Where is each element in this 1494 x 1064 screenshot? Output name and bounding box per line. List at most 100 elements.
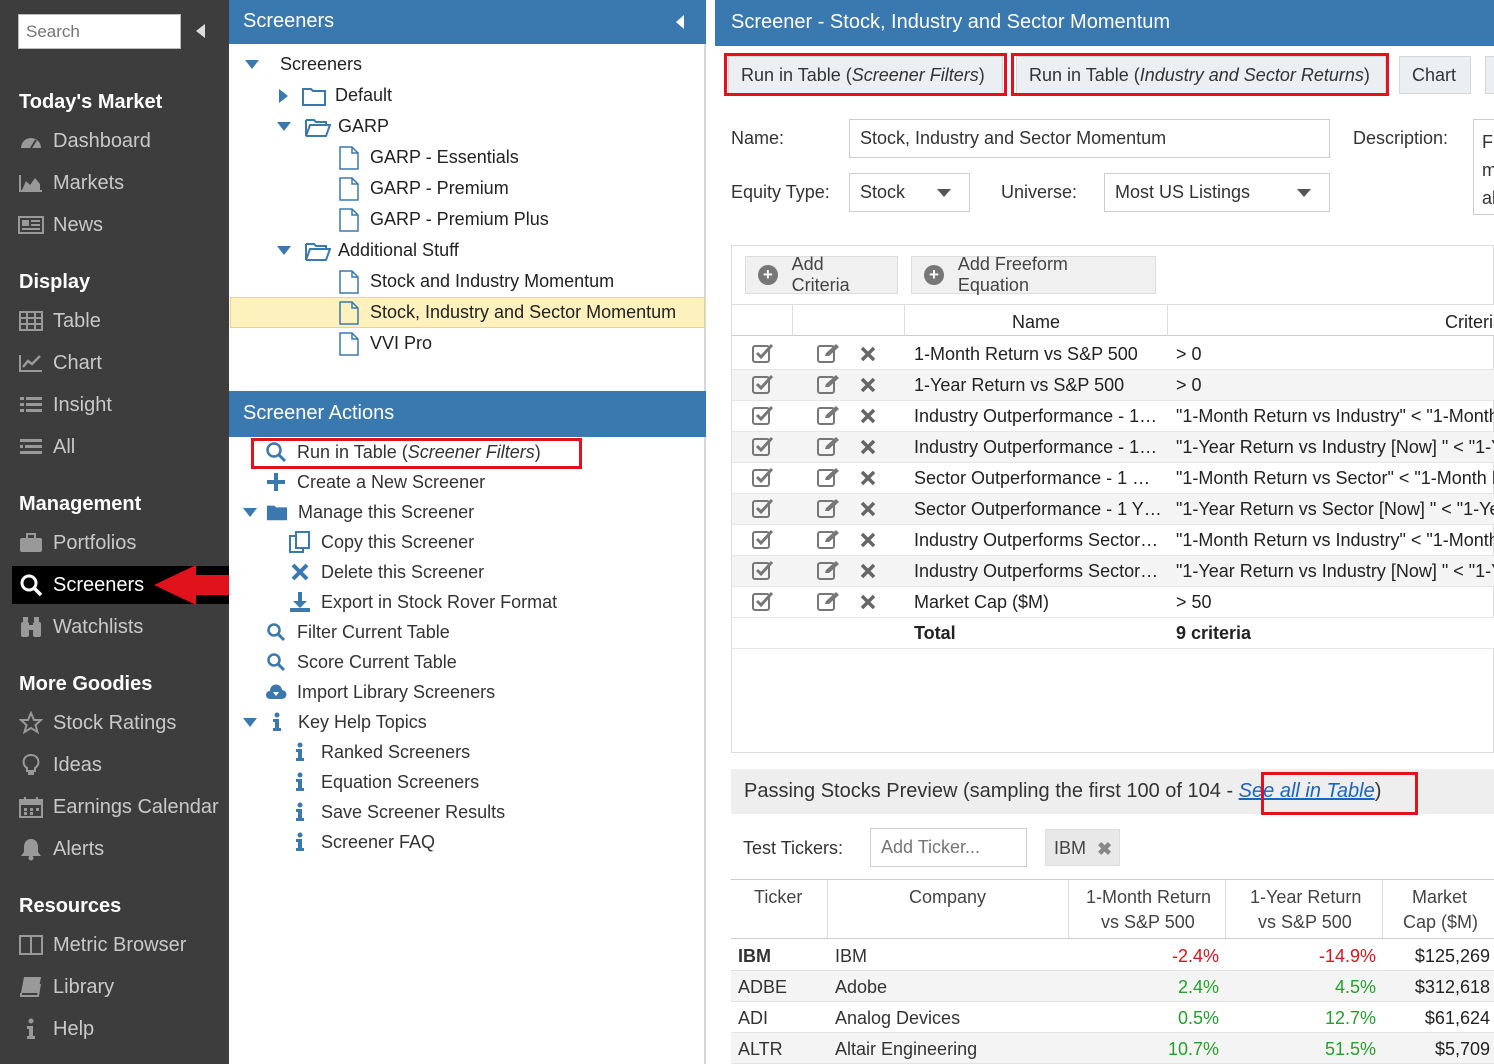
- col-header-1m-return[interactable]: 1-Month Return: [1086, 887, 1212, 907]
- nav-chart[interactable]: Chart: [0, 344, 229, 382]
- help-equation-screeners[interactable]: Equation Screeners: [289, 767, 479, 797]
- action-run-in-table[interactable]: Run in Table (Screener Filters): [265, 437, 541, 467]
- nav-help[interactable]: Help: [0, 1010, 229, 1048]
- action-import-library[interactable]: Import Library Screeners: [265, 677, 495, 707]
- tree-node-garp-premium[interactable]: GARP - Premium: [339, 173, 509, 204]
- nav-metric-browser[interactable]: Metric Browser: [0, 926, 229, 964]
- edit-icon[interactable]: [817, 560, 841, 585]
- tree-node-stock-industry-sector-momentum[interactable]: Stock, Industry and Sector Momentum: [339, 297, 676, 328]
- delete-x-icon[interactable]: [860, 501, 876, 522]
- tree-node-screeners-root[interactable]: Screeners: [245, 49, 362, 80]
- collapsed-caret-icon[interactable]: [279, 88, 288, 103]
- nav-stock-ratings[interactable]: Stock Ratings: [0, 704, 229, 742]
- action-copy-screener[interactable]: Copy this Screener: [289, 527, 474, 557]
- description-field[interactable]: F m al: [1473, 119, 1494, 215]
- nav-earnings-calendar[interactable]: Earnings Calendar: [0, 788, 229, 826]
- col-header-ticker[interactable]: Ticker: [754, 887, 803, 907]
- checkbox-checked-icon[interactable]: [752, 591, 774, 616]
- tree-node-garp[interactable]: GARP: [277, 111, 389, 142]
- see-all-in-table-link[interactable]: See all in Table: [1238, 780, 1375, 802]
- edit-icon[interactable]: [817, 405, 841, 430]
- nav-alerts[interactable]: Alerts: [0, 830, 229, 868]
- stock-row[interactable]: ADBE Adobe 2.4% 4.5% $312,618: [731, 971, 1494, 1002]
- add-ticker-input[interactable]: [870, 828, 1027, 867]
- ticker-cell[interactable]: IBM: [738, 946, 771, 966]
- nav-dashboard[interactable]: Dashboard: [0, 122, 229, 160]
- add-criteria-button[interactable]: + Add Criteria: [745, 254, 898, 295]
- tree-node-default[interactable]: Default: [279, 80, 392, 111]
- tree-node-additional-stuff[interactable]: Additional Stuff: [277, 235, 459, 266]
- edit-icon[interactable]: [817, 529, 841, 554]
- column-header-name[interactable]: Name: [1012, 312, 1061, 332]
- collapse-sidebar-icon[interactable]: [196, 24, 205, 38]
- checkbox-checked-icon[interactable]: [752, 529, 774, 554]
- ticker-cell[interactable]: ADI: [738, 1008, 769, 1028]
- action-manage-screener[interactable]: Manage this Screener: [243, 497, 474, 527]
- column-header-criteria[interactable]: Criteria: [1445, 312, 1494, 332]
- stock-row[interactable]: IBM IBM -2.4% -14.9% $125,269: [731, 940, 1494, 971]
- delete-x-icon[interactable]: [860, 346, 876, 367]
- tree-node-stock-industry-momentum[interactable]: Stock and Industry Momentum: [339, 266, 614, 297]
- help-ranked-screeners[interactable]: Ranked Screeners: [289, 737, 470, 767]
- tree-node-garp-essentials[interactable]: GARP - Essentials: [339, 142, 519, 173]
- col-header-market-cap[interactable]: Market: [1412, 887, 1468, 907]
- checkbox-checked-icon[interactable]: [752, 343, 774, 368]
- nav-news[interactable]: News: [0, 206, 229, 244]
- delete-x-icon[interactable]: [860, 408, 876, 429]
- delete-x-icon[interactable]: [860, 532, 876, 553]
- more-button[interactable]: [1485, 56, 1494, 94]
- action-filter-table[interactable]: Filter Current Table: [265, 617, 450, 647]
- edit-icon[interactable]: [817, 498, 841, 523]
- add-freeform-equation-button[interactable]: + Add Freeform Equation: [911, 254, 1156, 295]
- edit-icon[interactable]: [817, 374, 841, 399]
- nav-markets[interactable]: Markets: [0, 164, 229, 202]
- delete-x-icon[interactable]: [860, 470, 876, 491]
- remove-chip-icon[interactable]: ✖: [1097, 839, 1113, 859]
- expand-caret-icon[interactable]: [277, 246, 291, 255]
- nav-watchlists[interactable]: Watchlists: [0, 608, 229, 646]
- action-score-table[interactable]: Score Current Table: [265, 647, 457, 677]
- help-save-results[interactable]: Save Screener Results: [289, 797, 505, 827]
- equity-type-select[interactable]: Stock: [849, 173, 970, 212]
- checkbox-checked-icon[interactable]: [752, 405, 774, 430]
- universe-select[interactable]: Most US Listings: [1104, 173, 1330, 212]
- checkbox-checked-icon[interactable]: [752, 436, 774, 461]
- nav-portfolios[interactable]: Portfolios: [0, 524, 229, 562]
- checkbox-checked-icon[interactable]: [752, 467, 774, 492]
- chart-button[interactable]: Chart: [1399, 56, 1471, 94]
- delete-x-icon[interactable]: [860, 439, 876, 460]
- tree-node-vvi-pro[interactable]: VVI Pro: [339, 328, 432, 359]
- expand-caret-icon[interactable]: [243, 507, 257, 517]
- nav-table[interactable]: Table: [0, 302, 229, 340]
- delete-x-icon[interactable]: [860, 563, 876, 584]
- edit-icon[interactable]: [817, 591, 841, 616]
- checkbox-checked-icon[interactable]: [752, 498, 774, 523]
- expand-caret-icon[interactable]: [277, 122, 291, 131]
- stock-row[interactable]: ALTR Altair Engineering 10.7% 51.5% $5,709: [731, 1033, 1494, 1064]
- name-field[interactable]: Stock, Industry and Sector Momentum: [849, 119, 1330, 158]
- edit-icon[interactable]: [817, 343, 841, 368]
- ticker-cell[interactable]: ADBE: [738, 977, 788, 997]
- checkbox-checked-icon[interactable]: [752, 374, 774, 399]
- nav-library[interactable]: Library: [0, 968, 229, 1006]
- run-in-table-filters-button[interactable]: Run in Table (Screener Filters): [728, 56, 1003, 94]
- edit-icon[interactable]: [817, 467, 841, 492]
- delete-x-icon[interactable]: [860, 377, 876, 398]
- search-input[interactable]: [18, 14, 181, 49]
- checkbox-checked-icon[interactable]: [752, 560, 774, 585]
- nav-all[interactable]: All: [0, 428, 229, 466]
- col-header-1y-return[interactable]: 1-Year Return: [1250, 887, 1362, 907]
- action-key-help-topics[interactable]: Key Help Topics: [243, 707, 427, 737]
- help-screener-faq[interactable]: Screener FAQ: [289, 827, 435, 857]
- action-delete-screener[interactable]: Delete this Screener: [289, 557, 484, 587]
- nav-insight[interactable]: Insight: [0, 386, 229, 424]
- stock-row[interactable]: ADI Analog Devices 0.5% 12.7% $61,624: [731, 1002, 1494, 1033]
- expand-caret-icon[interactable]: [245, 60, 259, 69]
- delete-x-icon[interactable]: [860, 594, 876, 615]
- nav-ideas[interactable]: Ideas: [0, 746, 229, 784]
- ticker-cell[interactable]: ALTR: [738, 1039, 783, 1059]
- expand-caret-icon[interactable]: [243, 717, 257, 727]
- col-header-company[interactable]: Company: [909, 887, 987, 907]
- collapse-panel-icon[interactable]: [676, 15, 684, 29]
- edit-icon[interactable]: [817, 436, 841, 461]
